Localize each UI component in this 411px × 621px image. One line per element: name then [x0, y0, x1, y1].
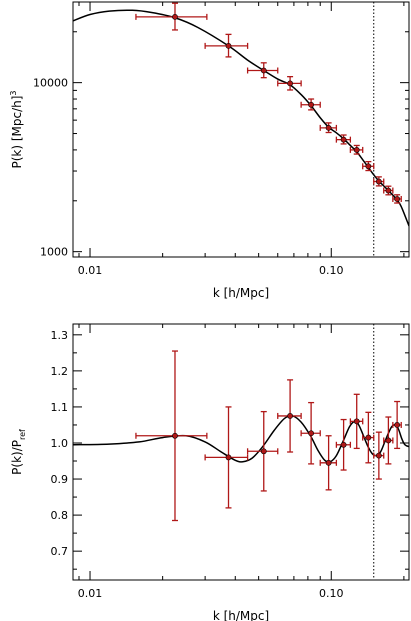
data-point — [277, 76, 302, 91]
data-marker — [287, 80, 293, 87]
y-tick-label: 1.2 — [51, 365, 69, 378]
y-axis-label: P(k) [Mpc/h]3 — [9, 90, 24, 168]
x-tick-label: 0.10 — [319, 587, 344, 600]
data-marker — [394, 196, 401, 202]
y-tick-label: 1000 — [40, 246, 68, 259]
data-marker — [225, 454, 232, 461]
data-marker — [172, 13, 178, 20]
data-point — [383, 416, 394, 465]
data-point — [277, 379, 302, 453]
x-tick-label: 0.01 — [78, 587, 103, 600]
y-tick-label: 1.3 — [51, 329, 69, 342]
data-marker — [308, 430, 315, 437]
data-point — [204, 33, 249, 58]
data-point — [383, 185, 394, 196]
plot-frame — [72, 323, 410, 581]
data-point — [373, 176, 385, 187]
data-marker — [308, 101, 315, 108]
y-tick-label: 0.8 — [51, 509, 69, 522]
data-marker — [375, 452, 382, 459]
data-point — [319, 122, 338, 134]
data-point — [319, 435, 338, 491]
data-marker — [353, 147, 360, 153]
data-marker — [365, 163, 372, 170]
data-point — [246, 410, 279, 492]
data-marker — [225, 42, 232, 49]
data-point — [135, 2, 208, 31]
y-tick-label: 10000 — [33, 77, 68, 90]
x-axis-label: k [h/Mpc] — [213, 609, 269, 621]
y-tick-label: 0.9 — [51, 473, 69, 486]
data-point — [204, 406, 249, 509]
data-point — [392, 194, 402, 204]
y-axis-label-main: P(k)/P — [10, 440, 24, 475]
data-point — [300, 401, 321, 465]
data-marker — [353, 418, 360, 425]
data-point — [335, 134, 352, 145]
data-marker — [325, 124, 332, 131]
x-tick-label: 0.01 — [78, 264, 103, 277]
y-axis-label: P(k)/Pref — [10, 429, 27, 475]
y-tick-label: 1.0 — [51, 437, 69, 450]
data-marker — [340, 441, 347, 448]
data-marker — [385, 187, 392, 194]
data-marker — [172, 432, 178, 439]
y-axis-label-subscript: ref — [18, 429, 27, 440]
data-marker — [260, 67, 267, 74]
model-curve — [73, 9, 409, 227]
y-tick-label: 1.1 — [51, 401, 69, 414]
data-point — [362, 160, 375, 172]
data-point — [349, 393, 364, 450]
data-point — [246, 62, 279, 79]
data-point — [349, 144, 364, 155]
y-axis-label-superscript: 3 — [9, 90, 18, 95]
data-point — [373, 431, 385, 480]
data-marker — [365, 434, 372, 441]
data-marker — [375, 178, 382, 185]
y-axis-label-main: P(k) [Mpc/h] — [10, 96, 24, 169]
data-marker — [340, 136, 347, 143]
plot-frame — [72, 1, 410, 258]
data-marker — [260, 448, 267, 455]
x-axis-label: k [h/Mpc] — [213, 286, 269, 300]
data-point — [335, 418, 352, 471]
data-marker — [325, 459, 332, 466]
data-point — [392, 400, 402, 450]
data-marker — [394, 422, 401, 428]
data-point — [362, 411, 375, 464]
x-tick-label: 0.10 — [319, 264, 344, 277]
bottom-panel-ratio: 0.01 0.10 0.7 0.8 0.9 1.0 1.1 1.2 1.3 k [h/Mpc] P(… — [10, 323, 410, 621]
data-point — [135, 350, 208, 522]
data-point — [300, 98, 321, 111]
y-tick-label: 0.7 — [51, 545, 69, 558]
top-panel-power-spectrum: 0.01 0.10 1000 10000 k [h/Mpc] P(k) [Mpc/h]3 — [9, 1, 410, 300]
data-marker — [385, 437, 392, 444]
data-marker — [287, 413, 293, 419]
